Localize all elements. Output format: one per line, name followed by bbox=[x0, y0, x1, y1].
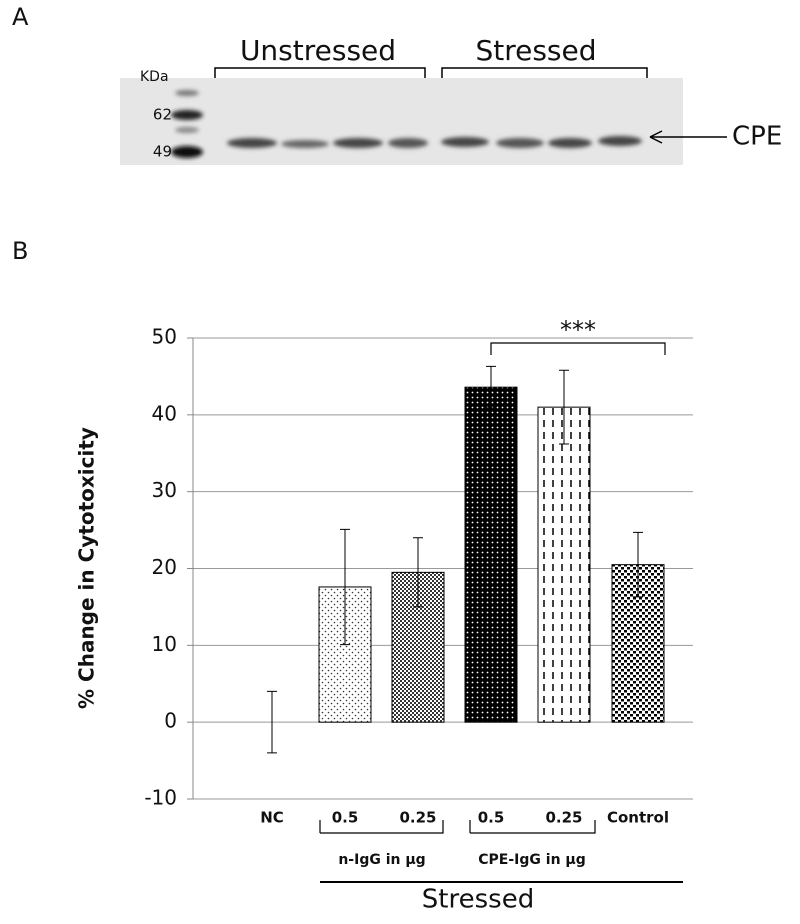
error-bar bbox=[413, 537, 423, 608]
x-tick-label: 0.5 bbox=[332, 809, 359, 827]
bar bbox=[464, 386, 518, 723]
bar-chart: % Change in Cytotoxicity n-IgG in μg CPE… bbox=[75, 316, 693, 915]
error-bar bbox=[486, 365, 496, 409]
marker-label: 62 bbox=[153, 106, 172, 124]
blot-bands bbox=[171, 90, 642, 158]
x-tick-label: 0.25 bbox=[545, 809, 582, 827]
group-bracket bbox=[214, 67, 648, 78]
bar bbox=[537, 406, 591, 723]
panel-label: B bbox=[12, 237, 28, 265]
x-tick-label: 0.25 bbox=[399, 809, 436, 827]
outer-label: Stressed bbox=[422, 885, 534, 915]
y-tick-label: 30 bbox=[152, 478, 177, 502]
band-arrow bbox=[649, 130, 727, 144]
group-bracket bbox=[319, 820, 596, 834]
group-label: CPE-IgG in μg bbox=[478, 852, 585, 868]
panel-label: A bbox=[12, 3, 29, 31]
y-tick-label: 0 bbox=[164, 709, 177, 733]
error-bar bbox=[633, 531, 643, 598]
kda-label: KDa bbox=[140, 69, 169, 85]
y-axis-label: % Change in Cytotoxicity bbox=[75, 427, 99, 709]
y-tick-label: 50 bbox=[152, 325, 177, 349]
group-label: Unstressed bbox=[240, 34, 396, 67]
y-tick-label: 10 bbox=[152, 632, 177, 656]
y-tick-label: -10 bbox=[144, 786, 177, 810]
marker-label: 49 bbox=[153, 143, 172, 161]
group-label: n-IgG in μg bbox=[338, 852, 425, 868]
band-label: CPE bbox=[732, 122, 782, 152]
group-label: Stressed bbox=[475, 34, 596, 67]
western-blot: KDa 62 49 Unstressed Stressed CPE bbox=[120, 34, 782, 165]
annotation: *** bbox=[560, 316, 596, 344]
y-tick-label: 20 bbox=[152, 555, 177, 579]
x-tick-label: Control bbox=[607, 809, 669, 827]
significance-bracket bbox=[490, 342, 666, 355]
blot-membrane bbox=[120, 78, 683, 165]
error-bar bbox=[267, 690, 277, 754]
x-tick-label: 0.5 bbox=[478, 809, 505, 827]
x-tick-label: NC bbox=[260, 809, 284, 827]
error-bar bbox=[559, 369, 569, 445]
y-tick-label: 40 bbox=[152, 401, 177, 425]
error-bar bbox=[340, 528, 350, 646]
